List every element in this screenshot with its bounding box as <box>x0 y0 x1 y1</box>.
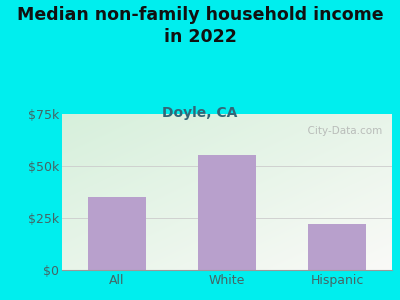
Text: City-Data.com: City-Data.com <box>301 127 382 136</box>
Text: Doyle, CA: Doyle, CA <box>162 106 238 121</box>
Bar <box>308 224 366 270</box>
Bar <box>198 154 256 270</box>
Text: Median non-family household income
in 2022: Median non-family household income in 20… <box>17 6 383 46</box>
Bar <box>88 197 146 270</box>
